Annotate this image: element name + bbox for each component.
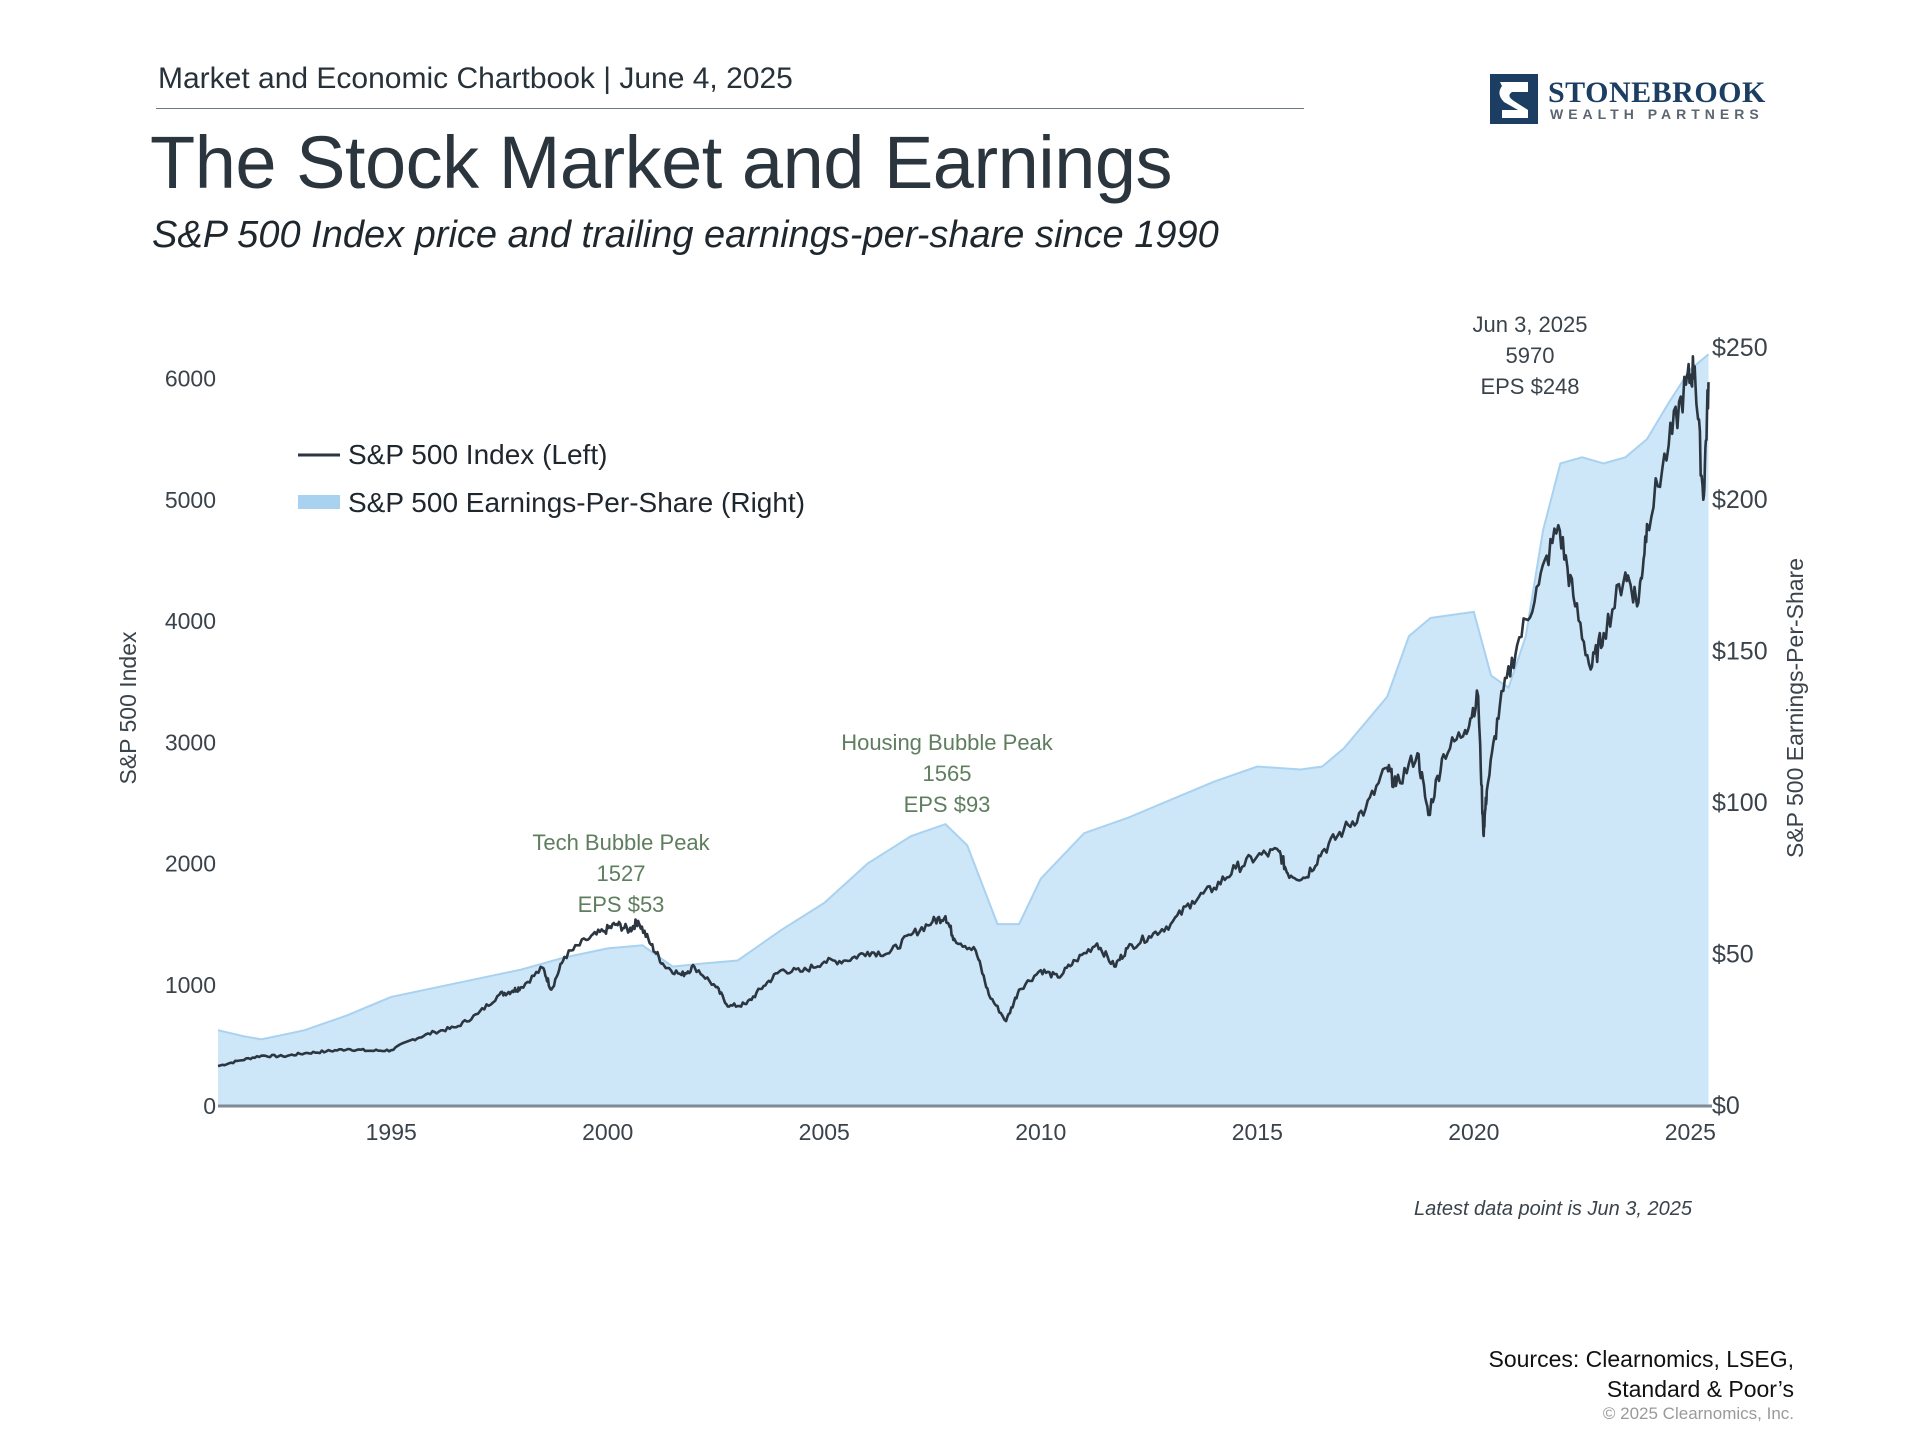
page-subtitle: S&P 500 Index price and trailing earning… [152,214,1219,256]
annotation-label: 1527 [597,861,646,886]
x-tick-label: 2020 [1448,1119,1499,1145]
stonebrook-logo-mark-icon [1490,74,1538,124]
sp500-price-line [217,355,1710,1068]
y-left-tick-label: 1000 [165,972,216,998]
y-left-tick-label: 4000 [165,608,216,634]
annotation-label: EPS $248 [1480,374,1579,399]
chartbook-header: Market and Economic Chartbook | June 4, … [158,62,793,95]
x-tick-label: 2025 [1665,1119,1716,1145]
y-left-axis-title: S&P 500 Index [115,631,141,785]
y-left-tick-label: 3000 [165,729,216,755]
header-divider [156,108,1304,109]
y-left-tick-label: 0 [203,1093,216,1119]
y-right-tick-label: $150 [1712,637,1768,665]
legend-item-eps: S&P 500 Earnings-Per-Share (Right) [348,487,805,518]
y-right-tick-label: $0 [1712,1092,1740,1120]
annotation-label: 5970 [1506,343,1555,368]
sources-line-2: Standard & Poor’s [1606,1376,1794,1402]
legend-item-price: S&P 500 Index (Left) [348,439,607,470]
y-right-tick-label: $50 [1712,940,1754,968]
y-right-tick-label: $200 [1712,486,1768,514]
annotation-label: 1565 [923,761,972,786]
x-tick-label: 1995 [366,1119,417,1145]
y-right-axis-title: S&P 500 Earnings-Per-Share [1782,558,1808,858]
annotation-label: Housing Bubble Peak [841,730,1054,755]
copyright: © 2025 Clearnomics, Inc. [1602,1404,1794,1423]
page-title: The Stock Market and Earnings [150,121,1173,204]
y-left-tick-label: 5000 [165,487,216,513]
logo-name: STONEBROOK [1548,76,1766,109]
y-right-tick-label: $250 [1712,334,1768,362]
annotation-label: Jun 3, 2025 [1473,312,1588,337]
logo-tagline: WEALTH PARTNERS [1550,106,1764,122]
x-tick-label: 2015 [1232,1119,1283,1145]
y-left-tick-label: 2000 [165,851,216,877]
y-left-tick-label: 6000 [165,366,216,392]
sources-line-1: Sources: Clearnomics, LSEG, [1488,1346,1794,1372]
annotation-label: Tech Bubble Peak [532,830,710,855]
annotation-label: EPS $53 [578,892,665,917]
latest-data-note: Latest data point is Jun 3, 2025 [1414,1198,1692,1220]
x-tick-label: 2000 [582,1119,633,1145]
eps-area [218,354,1709,1106]
eps-area-edge [217,353,1710,1041]
x-tick-label: 2005 [799,1119,850,1145]
x-tick-label: 2010 [1015,1119,1066,1145]
y-right-tick-label: $100 [1712,789,1768,817]
legend-area-swatch [298,495,340,509]
sources: Sources: Clearnomics, LSEG, Standard & P… [1488,1344,1794,1404]
annotation-label: EPS $93 [904,792,991,817]
stonebrook-logo: STONEBROOK WEALTH PARTNERS [1490,74,1790,130]
